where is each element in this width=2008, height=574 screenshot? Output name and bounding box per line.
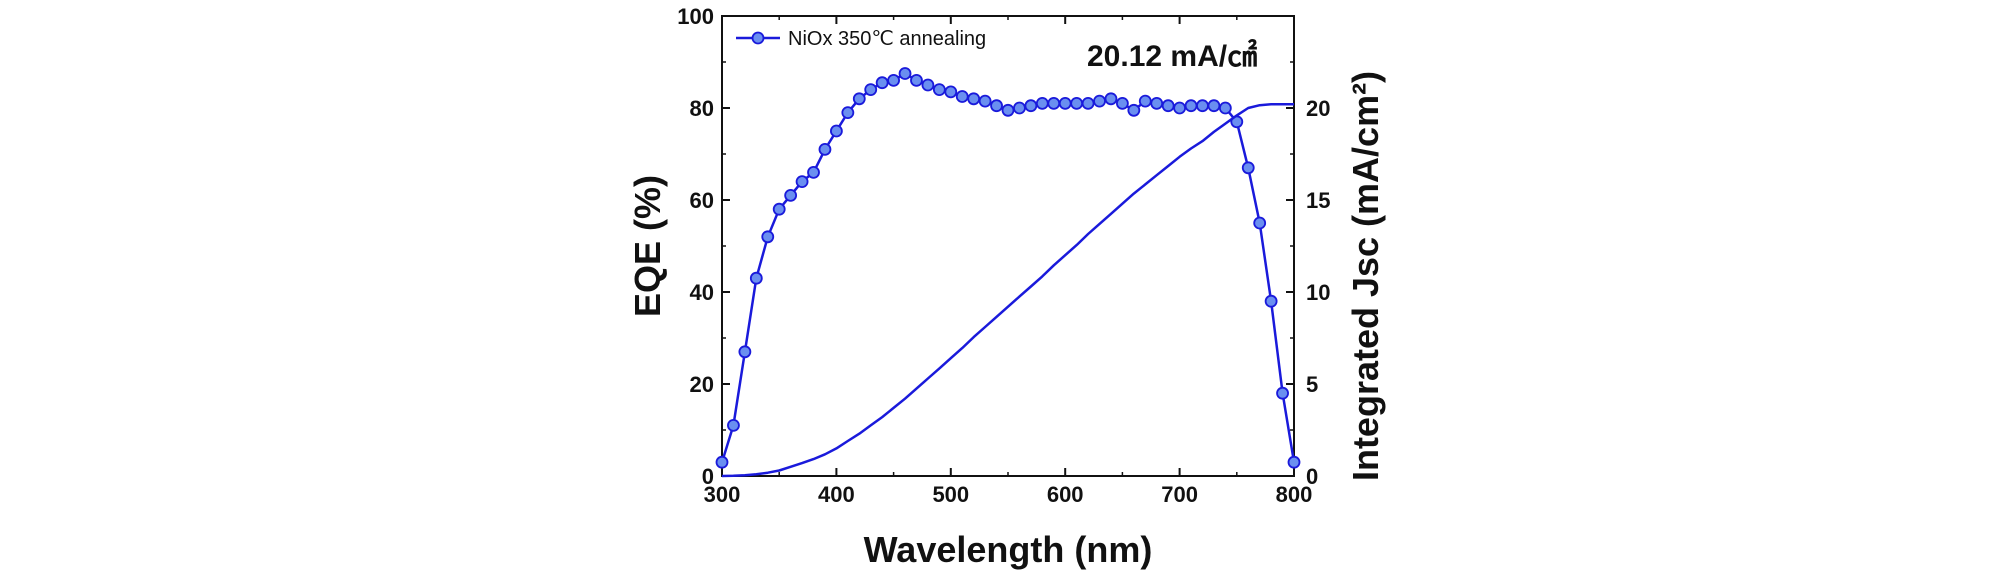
plot-frame: [721, 15, 1295, 477]
eqe-data-point: [715, 455, 729, 469]
eqe-data-point: [1127, 103, 1141, 117]
y-right-tick-label: 20: [1306, 96, 1330, 121]
y-left-tick-label: 20: [690, 372, 714, 397]
eqe-data-point: [1013, 101, 1026, 115]
x-axis-title: Wavelength (nm): [864, 529, 1153, 570]
eqe-data-point: [1035, 97, 1049, 110]
eqe-data-point: [944, 85, 958, 99]
legend-label: NiOx 350℃ annealing: [788, 28, 986, 50]
x-tick-label: 500: [932, 482, 969, 507]
eqe-data-point: [955, 90, 969, 103]
eqe-data-point: [1196, 99, 1209, 113]
jsc-annotation: 20.12 mA/㎠: [1087, 39, 1257, 73]
y-left-axis-title: EQE (%): [627, 175, 668, 317]
eqe-data-point: [921, 78, 935, 92]
eqe-data-point: [1184, 99, 1198, 113]
y-right-tick-label: 5: [1306, 372, 1318, 397]
eqe-data-point: [1116, 97, 1129, 110]
y-left-tick-label: 60: [690, 188, 714, 213]
eqe-data-point: [807, 165, 820, 179]
eqe-data-point: [1287, 455, 1301, 469]
x-tick-label: 800: [1276, 482, 1313, 507]
eqe-data-point: [761, 230, 775, 244]
eqe-data-point: [1024, 99, 1038, 113]
eqe-data-point: [830, 124, 843, 138]
x-tick-label: 300: [704, 482, 741, 507]
eqe-line: [720, 72, 1296, 463]
y-right-axis-title: Integrated Jsc (mA/cm²): [1345, 71, 1386, 481]
eqe-data-point: [852, 92, 866, 106]
eqe-data-point: [875, 76, 889, 90]
y-right-tick-label: 15: [1306, 188, 1330, 213]
eqe-data-point: [1138, 94, 1152, 108]
y-left-tick-label: 100: [677, 4, 714, 29]
eqe-data-point: [1093, 94, 1106, 108]
x-tick-label: 400: [818, 482, 855, 507]
eqe-data-point: [1161, 99, 1175, 113]
x-tick-label: 600: [1047, 482, 1084, 507]
eqe-data-point: [1047, 97, 1061, 110]
eqe-data-point: [864, 83, 878, 96]
legend-marker: [751, 31, 765, 45]
y-right-tick-label: 0: [1306, 464, 1318, 489]
eqe-data-point: [967, 92, 981, 106]
eqe-data-point: [1150, 97, 1164, 110]
axes-layer: [721, 15, 1295, 477]
eqe-data-point: [1264, 294, 1278, 308]
eqe-data-point: [887, 74, 900, 87]
eqe-data-point: [1207, 99, 1221, 113]
eqe-data-point: [795, 175, 809, 189]
eqe-data-point: [1070, 97, 1084, 110]
eqe-data-point: [1241, 161, 1255, 175]
eqe-data-point: [841, 106, 855, 119]
eqe-data-point: [738, 345, 752, 359]
integrated-jsc-line: [721, 103, 1294, 478]
y-left-tick-label: 40: [690, 280, 714, 305]
eqe-data-point: [1001, 103, 1015, 117]
eqe-data-point: [749, 271, 763, 285]
y-left-tick-label: 80: [690, 96, 714, 121]
labels-layer: 300 400 500 600 700 80002040608010005101520Wa…: [627, 4, 1386, 570]
eqe-data-point: [1104, 92, 1118, 106]
eqe-data-point: [910, 74, 923, 87]
eqe-data-point: [898, 67, 912, 80]
y-left-tick-label: 0: [702, 464, 714, 489]
eqe-data-point: [772, 202, 786, 216]
eqe-data-point: [1058, 97, 1072, 110]
eqe-data-point: [1173, 101, 1186, 115]
eqe-data-point: [1218, 101, 1232, 115]
eqe-data-point: [818, 142, 832, 156]
eqe-data-point: [1253, 216, 1267, 230]
eqe-data-point: [990, 99, 1003, 113]
y-right-tick-label: 10: [1306, 280, 1330, 305]
eqe-data-point: [727, 418, 740, 432]
eqe-data-point: [932, 83, 946, 96]
eqe-data-point: [1081, 97, 1095, 110]
series-layer: [715, 67, 1301, 478]
eqe-data-point: [784, 188, 798, 202]
x-tick-label: 700: [1161, 482, 1198, 507]
eqe-data-point: [1276, 386, 1289, 400]
eqe-data-point: [978, 94, 992, 108]
